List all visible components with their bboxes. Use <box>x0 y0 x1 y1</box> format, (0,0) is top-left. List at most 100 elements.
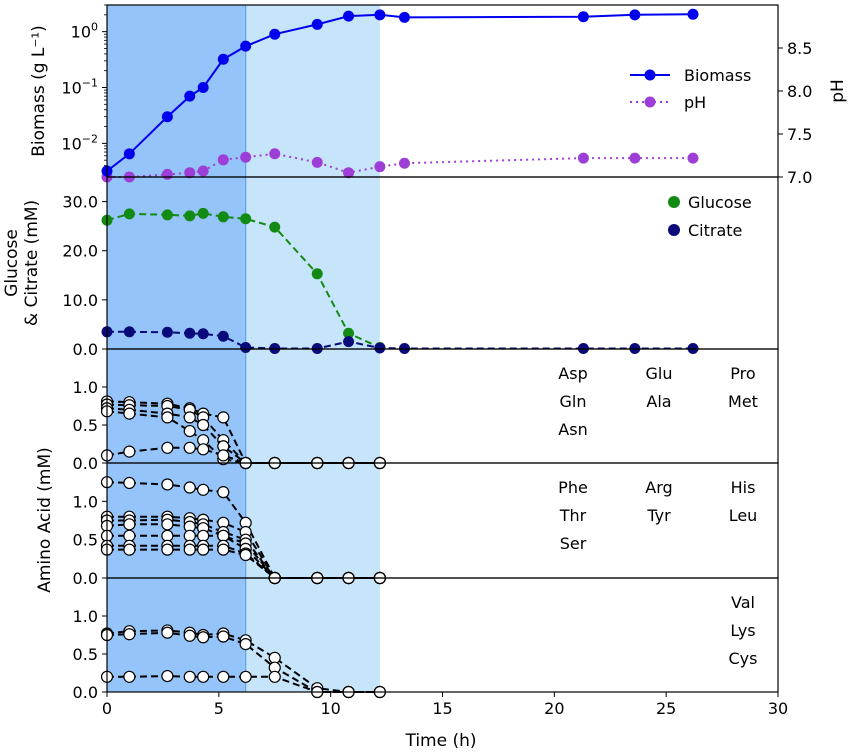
glucose-series-line <box>106 212 381 349</box>
biomass-series-point <box>269 28 281 40</box>
biomass-axis-label: Biomass (g L⁻¹) <box>29 25 49 157</box>
amino-acid-series-point <box>183 411 196 424</box>
amino-acid-series-point <box>183 670 196 683</box>
amino-acid-series-point <box>123 543 136 556</box>
amino-acid-series-point <box>217 630 230 643</box>
citrate-series-point <box>197 328 209 340</box>
shaded-phase-1 <box>107 5 246 177</box>
biomass-series-point <box>398 11 410 23</box>
glucose-series-point <box>184 210 196 222</box>
amino-acid-series-point <box>239 670 252 683</box>
ph-series-line <box>107 152 693 178</box>
legend-biomass-marker <box>644 69 656 81</box>
ph-y-tick-label: 8.0 <box>787 82 812 101</box>
legend-citrate-marker <box>668 224 680 236</box>
amino-acid-label: Glu <box>646 364 673 383</box>
ph-series-point <box>577 152 589 164</box>
amino-acid-series-point <box>161 529 174 542</box>
ph-series-point <box>311 156 323 168</box>
biomass-series-point <box>343 10 355 22</box>
ph-y-tick-label: 7.0 <box>787 168 812 187</box>
glucose-series-point <box>240 213 252 225</box>
biomass-series-point <box>123 148 135 160</box>
glucose-series-point <box>123 208 135 220</box>
x-tick-label: 10 <box>320 699 340 718</box>
amino-acid-series-point <box>161 441 174 454</box>
amino-acid-series-point <box>239 638 252 651</box>
glucose-y-tick-label: 10.0 <box>62 291 98 310</box>
shaded-phase-2 <box>245 463 380 578</box>
amino-acid-series-point <box>123 670 136 683</box>
amino-acid-series-point <box>197 483 210 496</box>
citrate-series-point <box>123 326 135 338</box>
x-tick-label: 0 <box>102 699 112 718</box>
glucose-series-point <box>197 207 209 219</box>
amino-2-y-tick-label: 1.0 <box>73 378 98 397</box>
amino-acid-label: Thr <box>559 506 587 525</box>
glucose-citrate-axis-label: Glucose& Citrate (mM) <box>2 200 42 326</box>
shaded-phase-2 <box>245 177 380 349</box>
x-tick-label: 20 <box>544 699 564 718</box>
ph-series-point <box>184 167 196 179</box>
amino-acid-label: Pro <box>730 364 755 383</box>
amino-acid-series-point <box>217 670 230 683</box>
biomass-series-point <box>197 82 209 94</box>
amino-acid-series-point <box>183 529 196 542</box>
biomass-series-point <box>184 90 196 102</box>
citrate-series-point <box>343 336 355 348</box>
amino-acid-series-point <box>123 529 136 542</box>
ph-y-tick-label: 7.5 <box>787 125 812 144</box>
ph-series-point <box>398 157 410 169</box>
ph-series-point <box>217 154 229 166</box>
amino-3-y-tick-label: 1.0 <box>73 492 98 511</box>
biomass-series-point <box>374 9 386 21</box>
amino-acid-label: Asn <box>558 420 587 439</box>
amino-4-y-tick-label: 0.5 <box>73 645 98 664</box>
amino-acid-series-point <box>183 629 196 642</box>
legend-glucose-label: Glucose <box>688 193 752 212</box>
citrate-series-point <box>240 342 252 354</box>
x-axis-label: Time (h) <box>404 731 476 751</box>
glucose-y-tick-label: 30.0 <box>62 193 98 212</box>
amino-acid-label: Gln <box>560 392 587 411</box>
biomass-y-tick-label: 10−1 <box>61 77 98 98</box>
glucose-series-point <box>161 209 173 221</box>
ph-series-point <box>629 152 641 164</box>
biomass-series-point <box>161 111 173 123</box>
amino-4-y-tick-label: 0.0 <box>73 683 98 702</box>
amino-3-y-tick-label: 0.5 <box>73 531 98 550</box>
amino-4-y-tick-label: 1.0 <box>73 607 98 626</box>
amino-acid-series-point <box>161 411 174 424</box>
ph-series-point <box>161 168 173 180</box>
ph-axis-label: pH <box>828 79 848 103</box>
biomass-series-point <box>687 8 699 20</box>
amino-acid-label: His <box>731 478 756 497</box>
amino-acid-series-point <box>183 424 196 438</box>
biomass-series-point <box>217 53 229 65</box>
biomass-y-tick-label: 10−2 <box>61 132 98 153</box>
ph-series-point <box>269 148 281 160</box>
amino-acid-series-point <box>123 445 136 458</box>
amino-acid-label: Cys <box>729 649 758 668</box>
shared-amino-acid-ylabel: Amino Acid (mM) <box>35 447 55 593</box>
amino-acid-series-point <box>217 411 230 424</box>
amino-acid-series-point <box>161 543 174 556</box>
amino-acid-series-point <box>197 529 210 542</box>
glucose-series-point <box>311 268 323 280</box>
amino-acid-label: Leu <box>729 506 758 525</box>
ph-series-point <box>240 151 252 163</box>
amino-acid-label: Met <box>728 392 758 411</box>
amino-acid-series-point <box>217 449 230 462</box>
biomass-series-point <box>577 11 589 23</box>
amino-acid-series-point <box>197 631 210 644</box>
shaded-phase-2 <box>245 5 380 177</box>
ph-series-point <box>374 161 386 173</box>
amino-acid-series-point <box>197 443 210 456</box>
amino-acid-series-point <box>161 478 174 491</box>
glucose-y-tick-label: 0.0 <box>73 340 98 359</box>
ph-series-point <box>197 165 209 177</box>
x-tick-label: 5 <box>214 699 224 718</box>
amino-acid-series-point <box>161 626 174 639</box>
